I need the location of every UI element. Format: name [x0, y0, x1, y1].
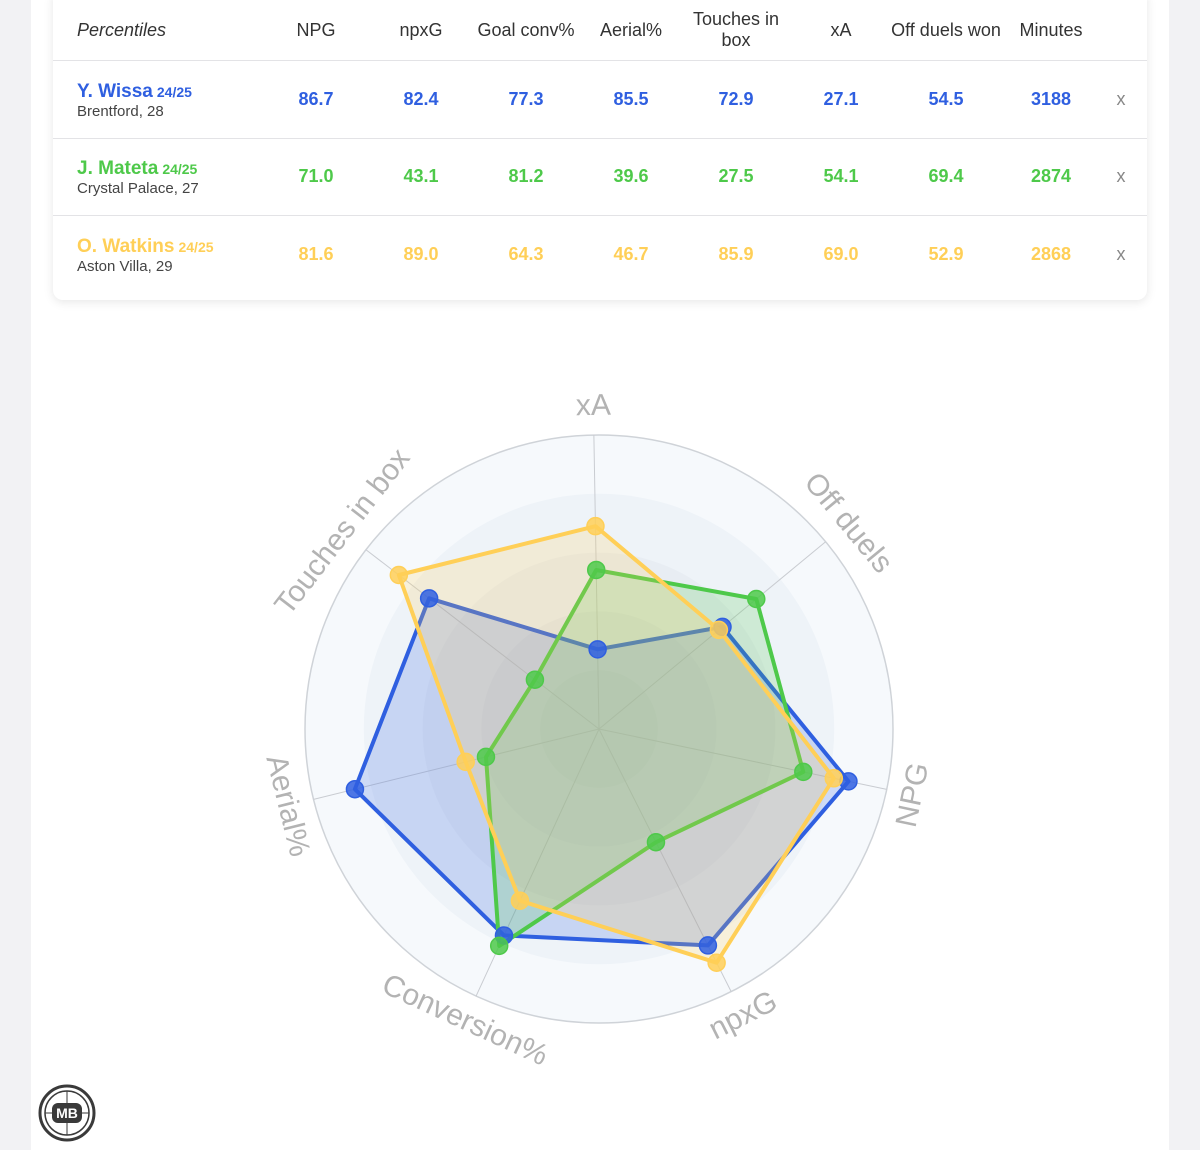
axis-label: NPG — [890, 760, 936, 830]
data-point — [698, 936, 718, 955]
value-npxg: 82.4 — [403, 89, 439, 109]
header-xa[interactable]: xA — [830, 19, 852, 40]
value-aerial: 85.5 — [613, 89, 649, 109]
data-point — [588, 640, 607, 659]
series-area — [396, 524, 836, 965]
player-name-wissa[interactable]: Y. Wissa 24/25 — [77, 81, 192, 103]
value-goal-conv: 64.3 — [508, 244, 544, 264]
data-point — [824, 769, 844, 788]
remove-player-button[interactable]: x — [1116, 166, 1126, 186]
table-row: J. Mateta 24/25 Crystal Palace, 27 71.0 4… — [53, 138, 1147, 216]
value-minutes: 2868 — [1030, 244, 1072, 264]
header-percentiles: Percentiles — [77, 19, 167, 40]
value-npg: 86.7 — [298, 89, 334, 109]
player-name: J. Mateta — [77, 158, 159, 179]
value-off-duels-won: 54.5 — [928, 89, 964, 109]
value-aerial: 46.7 — [613, 244, 649, 264]
player-name-mateta[interactable]: J. Mateta 24/25 — [77, 158, 197, 180]
axis-label: xA — [576, 389, 612, 423]
player-club: Crystal Palace, 27 — [77, 180, 199, 197]
data-point — [747, 589, 766, 609]
value-off-duels-won: 52.9 — [928, 244, 964, 264]
header-npg[interactable]: NPG — [296, 19, 336, 40]
data-point — [586, 560, 606, 580]
data-point — [345, 779, 365, 799]
radar-outer-ring — [304, 434, 894, 1024]
player-season: 24/25 — [162, 161, 198, 177]
value-goal-conv: 77.3 — [508, 89, 544, 109]
value-xa: 69.0 — [823, 244, 859, 264]
data-point — [525, 670, 545, 689]
value-touches-in-box: 27.5 — [718, 166, 754, 186]
player-season: 24/25 — [156, 84, 192, 100]
player-name: O. Watkins — [77, 236, 175, 257]
value-touches-in-box: 85.9 — [718, 244, 754, 264]
value-xa: 27.1 — [823, 89, 859, 109]
value-xa: 54.1 — [823, 166, 859, 186]
table-row: O. Watkins 24/25 Aston Villa, 29 81.6 89.… — [53, 216, 1147, 293]
data-point — [586, 516, 605, 536]
value-npxg: 89.0 — [403, 244, 439, 264]
header-aerial[interactable]: Aerial% — [599, 19, 663, 40]
player-name: Y. Wissa — [77, 81, 153, 102]
header-npxg[interactable]: npxG — [399, 19, 443, 40]
value-off-duels-won: 69.4 — [928, 166, 964, 186]
remove-player-button[interactable]: x — [1116, 89, 1126, 109]
remove-player-button[interactable]: x — [1116, 244, 1126, 264]
logo-text: MB — [56, 1105, 78, 1121]
data-point — [709, 620, 729, 640]
mb-logo-icon: MB — [38, 1084, 96, 1142]
player-club: Brentford, 28 — [77, 103, 164, 120]
value-npxg: 43.1 — [403, 166, 439, 186]
value-npg: 71.0 — [298, 166, 334, 186]
table-row: Y. Wissa 24/25 Brentford, 28 86.7 82.4 77… — [53, 61, 1147, 139]
value-npg: 81.6 — [298, 244, 334, 264]
data-point — [489, 936, 509, 956]
player-season: 24/25 — [178, 239, 214, 255]
data-point — [794, 762, 813, 782]
player-name-watkins[interactable]: O. Watkins 24/25 — [77, 236, 214, 258]
data-point — [707, 953, 726, 972]
data-point — [510, 891, 530, 910]
value-aerial: 39.6 — [613, 166, 649, 186]
data-point — [456, 752, 475, 772]
data-point — [646, 832, 666, 852]
header-goal-conv[interactable]: Goal conv% — [477, 19, 575, 40]
value-minutes: 3188 — [1030, 89, 1072, 109]
radar-spoke — [593, 435, 600, 730]
player-club: Aston Villa, 29 — [77, 258, 173, 275]
data-point — [389, 565, 409, 585]
value-goal-conv: 81.2 — [508, 166, 544, 186]
value-touches-in-box: 72.9 — [718, 89, 754, 109]
table-header: Percentiles NPG npxG Goal conv% Aerial% … — [53, 0, 1147, 61]
percentiles-table: Percentiles NPG npxG Goal conv% Aerial% … — [53, 0, 1147, 300]
data-point — [419, 589, 439, 608]
header-touches-in-box[interactable]: Touches in box — [692, 9, 780, 50]
data-point — [476, 747, 496, 767]
header-minutes[interactable]: Minutes — [1019, 19, 1083, 40]
series-area — [484, 568, 806, 948]
value-minutes: 2874 — [1030, 166, 1072, 186]
header-off-duels-won[interactable]: Off duels won — [891, 19, 1001, 40]
